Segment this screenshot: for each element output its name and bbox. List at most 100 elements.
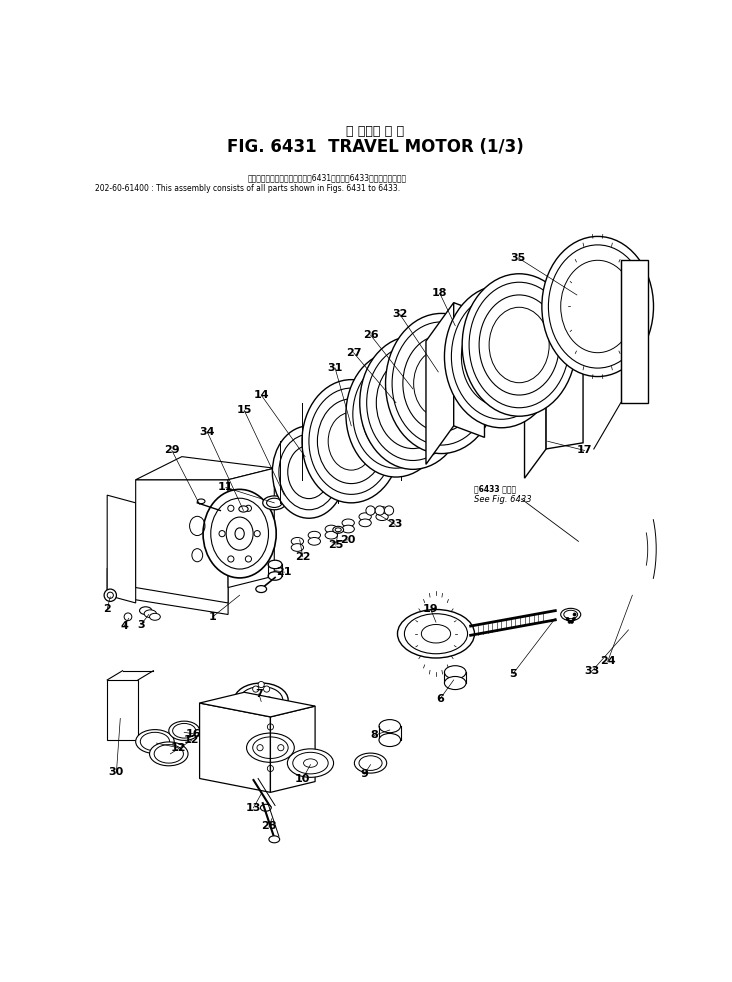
Text: 24: 24 — [600, 656, 616, 667]
Circle shape — [258, 682, 264, 687]
Text: 10: 10 — [295, 774, 310, 784]
Text: このアセンブリの構成部品は第6431図から第6433図まで含みます。: このアセンブリの構成部品は第6431図から第6433図まで含みます。 — [247, 174, 406, 183]
Ellipse shape — [291, 544, 304, 551]
Text: 2: 2 — [103, 604, 111, 614]
Circle shape — [566, 618, 569, 621]
Circle shape — [253, 686, 259, 692]
Ellipse shape — [203, 489, 276, 578]
Text: 25: 25 — [328, 540, 343, 550]
Text: 17: 17 — [577, 446, 592, 456]
Polygon shape — [621, 260, 648, 403]
Text: 13: 13 — [246, 802, 261, 813]
Ellipse shape — [386, 313, 497, 454]
Ellipse shape — [302, 380, 400, 503]
Text: 26: 26 — [363, 330, 378, 340]
Circle shape — [570, 621, 573, 624]
Polygon shape — [200, 703, 270, 792]
Ellipse shape — [359, 513, 371, 520]
Ellipse shape — [308, 537, 321, 545]
Text: 21: 21 — [277, 568, 292, 577]
Ellipse shape — [444, 286, 559, 428]
Text: See Fig. 6433: See Fig. 6433 — [474, 495, 531, 505]
Text: 12: 12 — [171, 742, 186, 752]
Ellipse shape — [359, 336, 466, 469]
Circle shape — [366, 506, 375, 516]
Ellipse shape — [272, 426, 346, 518]
Circle shape — [572, 618, 575, 621]
Ellipse shape — [561, 608, 580, 621]
Ellipse shape — [268, 572, 282, 580]
Circle shape — [245, 505, 252, 512]
Circle shape — [266, 697, 272, 703]
Text: 走 行　モ ー タ: 走 行 モ ー タ — [346, 125, 404, 138]
Ellipse shape — [376, 507, 388, 515]
Circle shape — [219, 530, 225, 537]
Text: 30: 30 — [109, 767, 124, 778]
Ellipse shape — [261, 804, 271, 811]
Circle shape — [258, 712, 264, 719]
Ellipse shape — [444, 677, 466, 689]
Ellipse shape — [376, 513, 388, 520]
Text: 8: 8 — [370, 731, 378, 740]
Circle shape — [264, 708, 269, 714]
Circle shape — [228, 556, 234, 562]
Polygon shape — [270, 706, 315, 792]
Polygon shape — [525, 322, 546, 478]
Text: 20: 20 — [340, 535, 355, 545]
Ellipse shape — [308, 531, 321, 539]
Polygon shape — [200, 692, 315, 717]
Ellipse shape — [346, 352, 446, 477]
Text: 18: 18 — [432, 289, 447, 299]
Text: 7: 7 — [255, 688, 263, 699]
Ellipse shape — [325, 525, 337, 533]
Text: 16: 16 — [186, 729, 201, 738]
Ellipse shape — [135, 730, 174, 753]
Text: 22: 22 — [295, 552, 310, 562]
Ellipse shape — [140, 607, 152, 615]
Text: 15: 15 — [236, 406, 252, 415]
Polygon shape — [546, 319, 583, 449]
Text: 23: 23 — [387, 519, 403, 529]
Text: 4: 4 — [120, 621, 128, 631]
Ellipse shape — [359, 519, 371, 526]
Polygon shape — [426, 302, 454, 464]
Circle shape — [568, 621, 571, 624]
Ellipse shape — [268, 560, 282, 569]
Ellipse shape — [281, 493, 294, 501]
Circle shape — [573, 613, 576, 616]
Text: 19: 19 — [423, 604, 438, 614]
Text: 12: 12 — [184, 735, 200, 745]
Ellipse shape — [269, 836, 280, 843]
Text: 29: 29 — [164, 446, 179, 456]
Text: 33: 33 — [585, 666, 600, 676]
Text: 第6433 図参照: 第6433 図参照 — [474, 484, 516, 494]
Text: 9: 9 — [360, 769, 368, 779]
Text: 1: 1 — [209, 612, 217, 622]
Text: 34: 34 — [200, 427, 215, 437]
Circle shape — [245, 556, 252, 562]
Polygon shape — [107, 495, 135, 603]
Text: 27: 27 — [346, 348, 362, 357]
Ellipse shape — [278, 490, 291, 498]
Polygon shape — [228, 468, 274, 587]
Text: FIG. 6431  TRAVEL MOTOR (1/3): FIG. 6431 TRAVEL MOTOR (1/3) — [227, 138, 523, 156]
Polygon shape — [107, 569, 228, 615]
Text: 31: 31 — [327, 363, 343, 373]
Text: 6: 6 — [436, 694, 444, 704]
Ellipse shape — [255, 585, 266, 592]
Polygon shape — [107, 680, 138, 740]
Circle shape — [228, 505, 234, 512]
Circle shape — [254, 530, 261, 537]
Ellipse shape — [234, 683, 288, 717]
Ellipse shape — [342, 525, 354, 533]
Text: 32: 32 — [392, 309, 408, 319]
Ellipse shape — [239, 506, 248, 512]
Text: 28: 28 — [261, 821, 277, 831]
Circle shape — [250, 697, 257, 703]
Text: 11: 11 — [218, 482, 234, 492]
Circle shape — [253, 708, 259, 714]
Circle shape — [104, 589, 116, 601]
Ellipse shape — [149, 614, 160, 621]
Text: 3: 3 — [138, 620, 145, 629]
Ellipse shape — [149, 742, 188, 766]
